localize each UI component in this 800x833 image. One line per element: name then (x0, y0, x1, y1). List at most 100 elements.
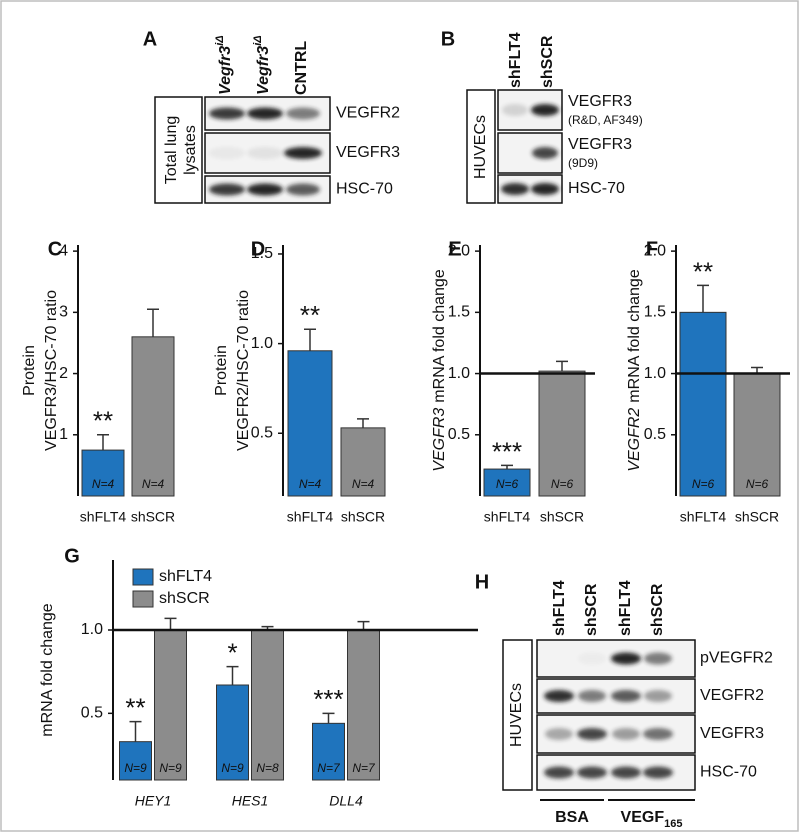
significance-label: *** (313, 684, 343, 714)
x-tick-label: shFLT4 (484, 509, 531, 525)
y-axis-label: Protein (21, 345, 38, 396)
y-axis-gene: VEGFR3 (431, 408, 448, 472)
x-tick-label: shFLT4 (287, 509, 334, 525)
n-label: N=9 (124, 761, 147, 775)
panel-label: A (143, 28, 157, 50)
row-label: HSC-70 (336, 181, 393, 198)
n-label: N=9 (221, 761, 244, 775)
panel-label: F (646, 238, 658, 260)
significance-label: ** (300, 300, 320, 330)
significance-label: *** (492, 436, 522, 466)
row-label: VEGFR3 (568, 93, 632, 110)
blot-band (611, 690, 641, 702)
blot-band (643, 728, 673, 740)
bar (347, 629, 380, 781)
blot-band (502, 104, 528, 116)
y-tick-label: 1.0 (251, 335, 273, 352)
error-bar (357, 620, 370, 630)
y-axis-label: VEGFR2 mRNA fold change (626, 269, 643, 472)
blot-band (545, 728, 573, 740)
y-axis-label: mRNA fold change (39, 603, 56, 737)
y-axis-label: Protein (213, 345, 230, 396)
n-label: N=4 (299, 477, 322, 491)
sample-box (154, 96, 203, 204)
y-tick-label: 1.5 (251, 245, 273, 262)
n-label: N=7 (317, 761, 341, 775)
significance-label: ** (693, 256, 713, 286)
error-bar (697, 284, 709, 313)
panel-label: D (251, 238, 265, 260)
x-tick-label: HES1 (232, 793, 269, 809)
error-bar (226, 665, 239, 685)
n-label: N=4 (352, 477, 375, 491)
n-label: N=6 (692, 477, 715, 491)
y-axis-text: mRNA fold change (626, 269, 643, 403)
x-tick-label: HEY1 (135, 793, 172, 809)
y-tick-label: 0.5 (644, 426, 666, 443)
column-header: shSCR (539, 35, 556, 88)
legend-label: shFLT4 (159, 568, 212, 585)
row-label: VEGFR2 (336, 105, 400, 122)
y-tick-label: 2.0 (448, 242, 470, 259)
group-label: VEGF165 (621, 809, 683, 830)
bar (119, 741, 152, 781)
y-tick-label: 3 (59, 304, 68, 321)
error-bar (556, 360, 568, 372)
n-label: N=4 (142, 477, 165, 491)
error-bar (97, 434, 109, 451)
blot-band (578, 690, 606, 702)
x-tick-label: DLL4 (329, 793, 363, 809)
blot-band (247, 183, 283, 196)
blot-band (644, 690, 672, 702)
column-header: CNTRL (293, 41, 310, 95)
row-label: pVEGFR2 (700, 650, 773, 667)
error-bar (129, 720, 142, 742)
y-tick-label: 1.5 (644, 304, 666, 321)
blot-band (286, 107, 320, 120)
row-label: VEGFR3 (700, 725, 764, 742)
row-label: HSC-70 (700, 764, 757, 781)
blot-band (611, 766, 641, 779)
sample-box (466, 89, 496, 204)
x-tick-label: shSCR (341, 509, 385, 525)
blot-band (531, 104, 559, 116)
x-tick-label: shFLT4 (680, 509, 727, 525)
y-tick-label: 1.0 (644, 365, 666, 382)
bar (287, 350, 333, 497)
y-axis-gene: VEGFR2 (626, 408, 643, 472)
x-tick-label: shFLT4 (80, 509, 127, 525)
bar (154, 629, 187, 781)
blot-band (209, 107, 245, 120)
sample-label: HUVECs (508, 683, 525, 747)
significance-label: * (227, 638, 237, 668)
y-tick-label: 2.0 (644, 242, 666, 259)
y-tick-label: 1 (59, 426, 68, 443)
n-label: N=8 (256, 761, 279, 775)
group-name: BSA (555, 809, 589, 826)
blot-band (611, 652, 641, 665)
group-subscript: 165 (664, 818, 682, 830)
n-label: N=6 (496, 477, 519, 491)
gene-name: Vegfr3 (255, 46, 272, 95)
row-note: (R&D, AF349) (568, 113, 643, 127)
blot-band (501, 183, 529, 195)
y-tick-label: 1.0 (448, 365, 470, 382)
error-bar (147, 308, 159, 337)
blot-band (577, 766, 607, 779)
error-bar (501, 464, 513, 470)
sample-box (502, 639, 533, 791)
row-label: VEGFR2 (700, 687, 764, 704)
blot-band (532, 147, 558, 159)
column-header: shFLT4 (551, 580, 568, 636)
column-header: shFLT4 (507, 32, 524, 88)
blot-band (577, 728, 607, 740)
row-label: HSC-70 (568, 180, 625, 197)
y-tick-label: 2 (59, 365, 68, 382)
blot-band (643, 766, 673, 779)
legend-swatch (132, 590, 154, 608)
group-label: BSA (555, 809, 589, 826)
column-header: Vegfr3iΔ (252, 35, 272, 95)
blot-band (544, 690, 574, 702)
error-bar (322, 712, 335, 724)
